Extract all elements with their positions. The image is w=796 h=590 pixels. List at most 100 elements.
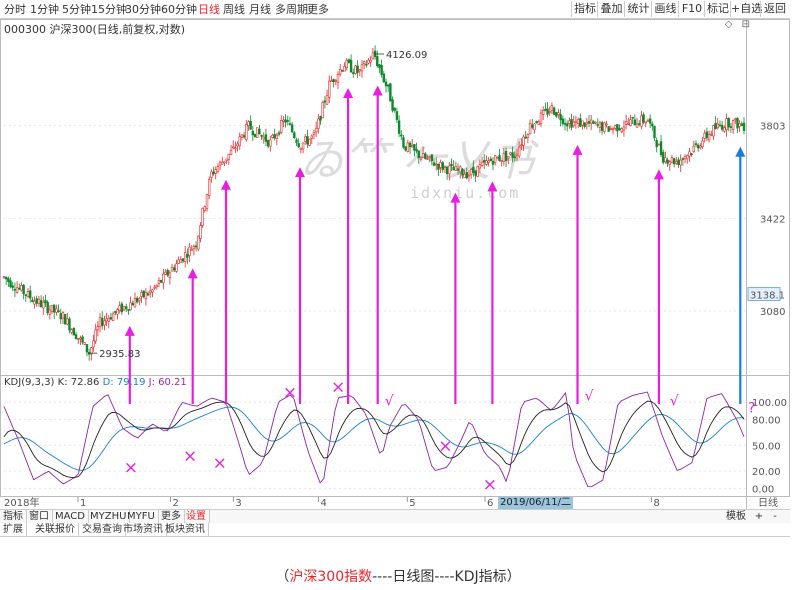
candle-body	[666, 159, 669, 164]
candle-body	[138, 298, 141, 302]
toolbar-button-4[interactable]: F10	[678, 1, 705, 17]
candle-body	[526, 134, 530, 138]
candle-body	[555, 112, 558, 117]
candle-body	[197, 235, 200, 250]
collapse-icon[interactable]: ⊟	[741, 19, 750, 30]
period-tab-2[interactable]: 5分钟	[62, 3, 91, 16]
period-tab-5[interactable]: 60分钟	[161, 3, 197, 16]
candle-body	[546, 108, 549, 115]
candle-body	[253, 133, 257, 137]
candle-body	[205, 194, 209, 209]
candle-body	[600, 122, 604, 132]
candle-body	[59, 313, 62, 320]
x-tick-label: 2	[173, 498, 179, 509]
candle-body	[155, 284, 159, 288]
candle-body	[168, 272, 172, 278]
diamond-icon[interactable]: ◇	[724, 19, 733, 30]
kdj-tick-label: 50.00	[752, 441, 781, 452]
candle-body	[456, 168, 460, 171]
candle-body	[170, 267, 174, 272]
candle-body	[539, 112, 543, 124]
indicator-tab-1[interactable]: 窗口	[26, 510, 53, 523]
candle-body	[149, 290, 152, 294]
template-button-2[interactable]: -	[773, 511, 777, 522]
signal-arrow-4	[343, 88, 354, 404]
candle-body	[389, 83, 392, 102]
candle-body	[249, 120, 252, 130]
extension-tab-2[interactable]: 交易查询	[79, 523, 126, 536]
candle-body	[336, 74, 340, 83]
candle-body	[461, 168, 464, 176]
period-tab-9[interactable]: 多周期	[275, 3, 308, 16]
toolbar-button-2[interactable]: 统计	[624, 1, 652, 17]
toolbar-button-0[interactable]: 指标	[571, 1, 598, 17]
candle-body	[306, 135, 309, 145]
toolbar-button-6[interactable]: +自选	[730, 1, 763, 17]
indicator-tab-0[interactable]: 指标	[0, 510, 27, 523]
candle-body	[670, 157, 674, 163]
candle-body	[175, 263, 178, 272]
arrow-head	[221, 179, 231, 190]
kdj-d-value: D: 79.19	[102, 377, 146, 388]
candle-body	[659, 141, 663, 156]
period-tab-0[interactable]: 分时	[4, 3, 26, 16]
toolbar-button-7[interactable]: 返回	[760, 1, 789, 17]
x-tick-label: 1	[80, 498, 86, 509]
candle-body	[675, 161, 678, 164]
period-tab-8[interactable]: 月线	[249, 3, 271, 16]
indicator-tab-6[interactable]: 设置	[183, 510, 210, 523]
candle-body	[629, 119, 632, 126]
indicator-tab-5[interactable]: 更多	[158, 510, 185, 523]
candle-body	[232, 146, 235, 149]
period-tab-3[interactable]: 15分钟	[91, 3, 127, 16]
axes: 3803 3422 3080 3138.1 100.00 80.00 50.00 20.00 0…	[4, 50, 787, 509]
template-button-1[interactable]: +	[754, 511, 764, 522]
candle-body	[738, 123, 741, 127]
toolbar-button-5[interactable]: 标记	[704, 1, 731, 17]
period-tab-1[interactable]: 1分钟	[30, 3, 59, 16]
period-tab-4[interactable]: 30分钟	[125, 3, 161, 16]
cross-mark-2: ×	[213, 454, 227, 474]
candle-body	[701, 140, 704, 148]
extension-tab-1[interactable]: 关联报价	[32, 523, 79, 536]
candle-body	[142, 290, 145, 298]
candle-body	[57, 310, 60, 313]
candle-body	[323, 100, 327, 103]
candle-body	[277, 132, 281, 135]
candle-body	[528, 123, 532, 135]
plot-frame	[0, 19, 790, 497]
candle-body	[707, 134, 711, 141]
candle-body	[162, 273, 165, 284]
period-tab-7[interactable]: 周线	[223, 3, 245, 16]
candle-body	[568, 120, 571, 124]
candle-body	[35, 298, 38, 304]
signal-arrow-1	[187, 268, 198, 404]
period-tab-10[interactable]: 更多	[307, 3, 329, 16]
arrow-head	[572, 144, 583, 155]
template-button-0[interactable]: 模板	[726, 511, 746, 522]
indicator-tab-2[interactable]: MACD	[52, 510, 89, 523]
period-tab-6[interactable]: 日线	[198, 3, 220, 16]
toolbar-button-1[interactable]: 叠加	[597, 1, 625, 17]
extension-tab-0[interactable]: 扩展	[0, 523, 27, 536]
candle-body	[70, 329, 73, 333]
extension-tab-3[interactable]: 市场资讯	[120, 523, 167, 536]
arrow-head	[372, 85, 383, 96]
candle-body	[727, 118, 730, 128]
extension-tab-4[interactable]: 板块资讯	[162, 523, 209, 536]
candle-body	[596, 124, 599, 126]
candle-body	[395, 111, 399, 120]
toolbar-button-3[interactable]: 画线	[651, 1, 679, 17]
kdj-name[interactable]: KDJ(9,3,3)	[4, 377, 55, 388]
candle-body	[20, 285, 23, 291]
candle-body	[146, 293, 150, 296]
caption-rest: ----日线图----KDJ指标	[372, 569, 507, 585]
candle-body	[314, 127, 318, 133]
indicator-tab-3[interactable]: MYZHU	[87, 510, 131, 523]
candle-body	[683, 156, 687, 160]
indicator-tab-4[interactable]: MYFU	[124, 510, 159, 523]
candle-body	[411, 145, 414, 148]
candle-body	[328, 80, 331, 98]
candle-body	[520, 144, 523, 147]
